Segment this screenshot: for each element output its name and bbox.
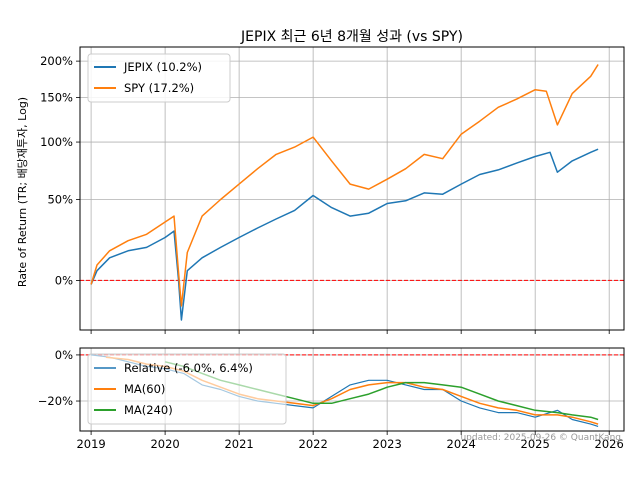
y-tick-label: 50% <box>47 192 73 206</box>
bottom-x-ticks: 2019 2020 2021 2022 2023 2024 2025 2026 <box>76 431 624 451</box>
top-series-lines <box>90 64 599 321</box>
x-tick-label: 2026 <box>595 437 624 451</box>
top-y-ticks: 0% 50% 100% 150% 200% <box>40 54 80 287</box>
x-tick-label: 2020 <box>150 437 179 451</box>
y-tick-label: 200% <box>40 54 73 68</box>
top-x-ticks <box>90 330 610 334</box>
series-line-2 <box>90 64 599 307</box>
legend-label-ma60: MA(60) <box>124 382 165 396</box>
bottom-axes-frame <box>79 347 625 432</box>
top-legend: JEPIX (10.2%) SPY (17.2%) <box>87 53 231 103</box>
chart-title: JEPIX 최근 6년 8개월 성과 (vs SPY) <box>240 29 463 45</box>
y-tick-label: 100% <box>40 135 73 149</box>
x-tick-label: 2024 <box>447 437 476 451</box>
x-tick-label: 2023 <box>373 437 402 451</box>
y-axis-label: Rate of Return (TR; 배당재투자, Log) <box>16 97 29 287</box>
legend-label-relative: Relative (-6.0%, 6.4%) <box>124 361 253 375</box>
legend-label-jepix: JEPIX (10.2%) <box>123 60 202 74</box>
bottom-legend-box <box>87 353 287 425</box>
x-tick-label: 2022 <box>299 437 328 451</box>
y-tick-label: 150% <box>40 91 73 105</box>
y-tick-label: 0% <box>55 273 73 287</box>
top-legend-box <box>87 53 231 103</box>
x-tick-label: 2019 <box>76 437 105 451</box>
x-tick-label: 2021 <box>224 437 253 451</box>
x-tick-label: 2025 <box>521 437 550 451</box>
y-tick-label: 0% <box>55 348 73 362</box>
legend-label-spy: SPY (17.2%) <box>124 81 194 95</box>
bottom-legend: Relative (-6.0%, 6.4%) MA(60) MA(240) <box>87 353 287 425</box>
bottom-y-ticks: 0% −20% <box>38 348 80 408</box>
updated-watermark: updated: 2025-09-26 © QuantKang <box>460 433 621 443</box>
legend-label-ma240: MA(240) <box>124 403 173 417</box>
top-axes-frame <box>79 46 625 331</box>
series-line-1 <box>90 148 599 321</box>
y-tick-label: −20% <box>38 394 73 408</box>
